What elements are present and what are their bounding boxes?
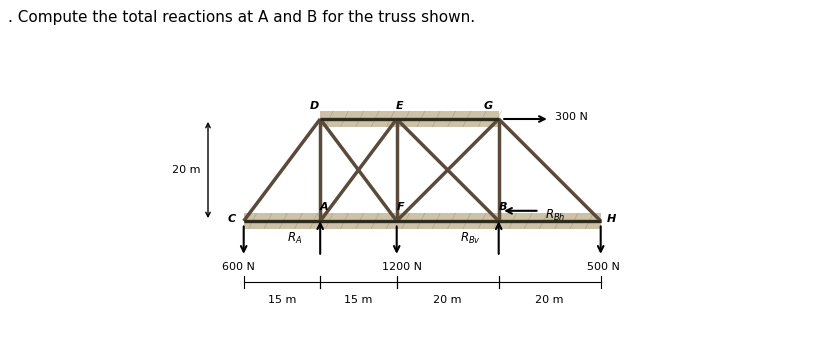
- Text: 15 m: 15 m: [344, 295, 372, 305]
- Text: E: E: [396, 101, 403, 111]
- Text: 20 m: 20 m: [433, 295, 462, 305]
- Text: . Compute the total reactions at A and B for the truss shown.: . Compute the total reactions at A and B…: [8, 10, 475, 25]
- Text: $R_{Bh}$: $R_{Bh}$: [545, 208, 565, 223]
- Text: 300 N: 300 N: [555, 113, 588, 122]
- Bar: [321, 111, 499, 126]
- Text: B: B: [499, 202, 507, 212]
- Text: 600 N: 600 N: [222, 262, 255, 272]
- Text: C: C: [228, 215, 236, 224]
- Text: F: F: [397, 202, 405, 212]
- Text: 500 N: 500 N: [587, 262, 620, 272]
- Text: H: H: [606, 215, 616, 224]
- Text: $R_{Bv}$: $R_{Bv}$: [460, 231, 481, 246]
- Text: 20 m: 20 m: [172, 165, 200, 175]
- Bar: [244, 214, 601, 228]
- Text: $R_A$: $R_A$: [287, 231, 302, 246]
- Text: D: D: [310, 101, 319, 111]
- Text: 15 m: 15 m: [268, 295, 296, 305]
- Text: G: G: [484, 101, 493, 111]
- Text: 20 m: 20 m: [536, 295, 564, 305]
- Text: A: A: [320, 202, 329, 212]
- Text: 1200 N: 1200 N: [382, 262, 422, 272]
